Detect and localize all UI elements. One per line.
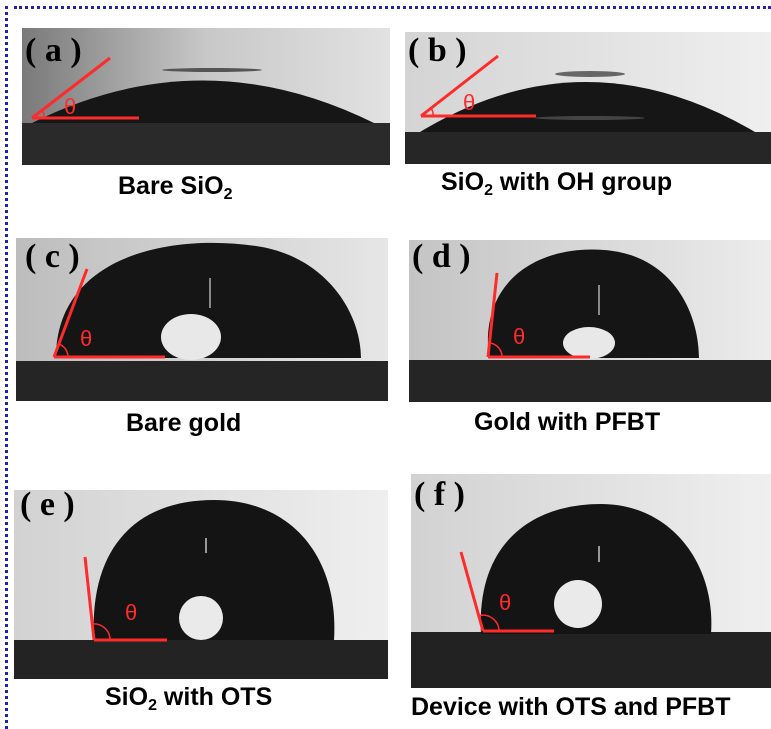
panel-b-caption: SiO2 with OH group bbox=[441, 170, 672, 199]
angle-line-tangent bbox=[52, 268, 89, 358]
droplet bbox=[56, 242, 361, 358]
caption-main: SiO bbox=[441, 168, 485, 196]
figure-border-left bbox=[5, 6, 8, 729]
droplet bbox=[420, 82, 755, 132]
panel-c-caption: Bare gold bbox=[126, 411, 241, 440]
droplet bbox=[93, 500, 335, 640]
panel-d-photo: θ bbox=[409, 240, 771, 402]
theta-symbol: θ bbox=[64, 94, 76, 119]
panel-d-caption: Gold with PFBT bbox=[474, 410, 660, 439]
caption-subscript: 2 bbox=[223, 186, 233, 203]
panel-e-label: ( e ) bbox=[20, 486, 75, 523]
droplet bbox=[487, 249, 699, 358]
panel-f-caption: Device with OTS and PFBT bbox=[411, 695, 731, 724]
panel-e-photo: θ bbox=[14, 490, 388, 679]
theta-symbol: θ bbox=[463, 90, 475, 115]
droplet bbox=[480, 504, 712, 634]
caption-main: SiO bbox=[105, 683, 149, 711]
theta-symbol: θ bbox=[499, 590, 511, 615]
panel-c-photo: θ bbox=[16, 238, 388, 401]
caption-subscript: 2 bbox=[484, 182, 493, 199]
panel-f-label: ( f ) bbox=[414, 476, 465, 513]
caption-rest: with OTS bbox=[156, 683, 273, 711]
angle-line-tangent bbox=[459, 551, 485, 632]
figure-border-top bbox=[14, 6, 771, 9]
panel-a-photo: θ bbox=[22, 28, 390, 165]
droplet bbox=[32, 80, 374, 123]
caption-main: Device with OTS and PFBT bbox=[411, 693, 731, 721]
angle-line-tangent bbox=[486, 272, 499, 358]
theta-symbol: θ bbox=[513, 324, 525, 349]
panel-f-photo: θ bbox=[411, 474, 771, 688]
angle-line-tangent bbox=[31, 56, 111, 120]
panel-a-label: ( a ) bbox=[25, 32, 82, 69]
caption-rest: with OH group bbox=[492, 168, 673, 196]
panel-c-label: ( c ) bbox=[25, 238, 80, 275]
theta-symbol: θ bbox=[80, 326, 92, 351]
panel-b-photo: θ bbox=[405, 32, 771, 164]
panel-b-label: ( b ) bbox=[408, 32, 467, 69]
panel-d-label: ( d ) bbox=[412, 238, 471, 275]
caption-subscript: 2 bbox=[148, 697, 157, 714]
angle-line-tangent bbox=[420, 54, 499, 118]
panel-e-caption: SiO2 with OTS bbox=[105, 685, 272, 714]
caption-main: Gold with PFBT bbox=[474, 408, 661, 436]
panel-a-caption: Bare SiO2 bbox=[118, 174, 233, 203]
theta-symbol: θ bbox=[125, 600, 137, 625]
caption-main: Bare SiO bbox=[118, 172, 224, 200]
angle-line-tangent bbox=[83, 556, 96, 641]
caption-main: Bare gold bbox=[126, 409, 242, 437]
